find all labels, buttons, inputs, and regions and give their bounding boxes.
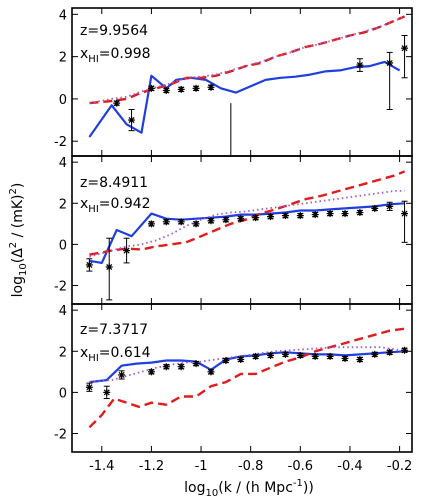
series-line-dashed	[89, 170, 406, 256]
y-tick-label: 0	[59, 238, 67, 253]
data-point	[296, 212, 304, 220]
data-point	[356, 356, 364, 363]
data-point	[371, 204, 379, 212]
data-point	[207, 217, 215, 225]
data-point	[341, 210, 349, 218]
data-point	[267, 351, 275, 359]
data-point	[113, 99, 121, 107]
panel-2-y-ticks: 4 2 0 -2	[54, 156, 412, 304]
x-tick-label: -0.2	[387, 459, 412, 474]
data-point	[162, 86, 170, 94]
data-point	[207, 368, 215, 376]
x-axis-title: log10(k / (h Mpc-1))	[184, 478, 314, 499]
data-point	[341, 354, 349, 362]
data-point	[326, 210, 334, 218]
panel-3-plot-area	[85, 327, 409, 429]
series-line-solid	[88, 60, 401, 138]
data-point	[222, 216, 230, 224]
panel-3-frame	[71, 303, 413, 453]
data-point	[207, 83, 215, 91]
panel-1-redshift-label: z=9.9564	[80, 23, 148, 39]
data-point	[177, 85, 185, 93]
data-point	[192, 360, 200, 368]
series-line-solid	[89, 350, 405, 384]
panel-2-xhi-label: xHI=0.942	[80, 196, 151, 215]
data-point	[147, 84, 155, 92]
y-tick-label: 4	[59, 156, 67, 171]
data-point	[147, 368, 155, 376]
panel-3: 4 2 0 -2 z=7.3717 xHI=0.614	[54, 303, 413, 453]
series-line-solid	[89, 202, 405, 264]
data-point	[386, 59, 394, 67]
data-point	[128, 116, 136, 124]
series-line-dotted	[89, 189, 405, 258]
data-point	[311, 352, 319, 360]
data-point	[85, 261, 93, 269]
data-point	[222, 357, 230, 365]
y-tick-label: 2	[59, 197, 67, 212]
data-point	[192, 84, 200, 92]
panel-1: 4 2 0 -2 z=9.9564 xHI=0.998	[54, 7, 413, 157]
x-tick-label: -1.4	[89, 459, 114, 474]
data-point	[356, 61, 364, 69]
y-tick-label: 4	[59, 8, 67, 23]
x-tick-label: -0.8	[238, 459, 263, 474]
y-tick-label: 0	[59, 93, 67, 108]
data-point	[177, 218, 185, 226]
data-point	[123, 247, 131, 255]
data-point	[386, 348, 394, 356]
panel-1-plot-area	[88, 15, 409, 156]
y-tick-label: 4	[59, 304, 67, 319]
data-point	[237, 356, 245, 363]
x-tick-label: -0.6	[288, 459, 313, 474]
x-axis-ticks: -1.4 -1.2 -1 -0.8 -0.6 -0.4 -0.2	[89, 459, 412, 474]
panel-3-y-ticks: 4 2 0 -2	[54, 304, 412, 452]
panel-2: 4 2 0 -2 z=8.4911 xHI=0.942	[54, 155, 413, 305]
data-point	[401, 44, 409, 52]
data-point	[162, 363, 170, 371]
data-point	[85, 383, 93, 391]
x-tick-label: -0.4	[337, 459, 362, 474]
data-point	[311, 211, 319, 219]
panel-2-redshift-label: z=8.4911	[80, 175, 148, 191]
x-tick-label: -1	[195, 459, 208, 474]
data-point	[296, 351, 304, 359]
panel-2-plot-area	[85, 170, 409, 301]
y-tick-label: 0	[59, 386, 67, 401]
data-point	[252, 214, 260, 222]
data-point	[371, 350, 379, 358]
data-point	[281, 212, 289, 220]
y-tick-label: -2	[54, 428, 67, 443]
data-point	[105, 263, 113, 271]
data-point	[401, 210, 409, 218]
panel-1-xhi-label: xHI=0.998	[80, 46, 151, 65]
data-point	[192, 220, 200, 228]
data-point	[147, 220, 155, 228]
data-point	[401, 346, 409, 354]
data-point	[326, 352, 334, 360]
data-point	[177, 363, 185, 371]
y-axis-title: log10(Δ2 / (mK)2)	[8, 183, 29, 298]
y-tick-label: 2	[59, 345, 67, 360]
y-tick-label: -2	[54, 135, 67, 150]
panel-3-redshift-label: z=7.3717	[80, 322, 148, 338]
panel-3-xhi-label: xHI=0.614	[80, 345, 151, 364]
data-point	[356, 209, 364, 217]
data-point	[103, 388, 111, 396]
panel-1-y-ticks: 4 2 0 -2	[54, 8, 412, 156]
series-line-dashed	[88, 327, 405, 429]
data-point	[252, 352, 260, 360]
y-tick-label: 2	[59, 51, 67, 66]
data-point	[267, 213, 275, 221]
data-point	[237, 215, 245, 223]
data-point	[162, 218, 170, 226]
data-point	[118, 371, 126, 379]
data-point	[386, 202, 394, 210]
x-tick-label: -1.2	[139, 459, 164, 474]
y-tick-label: -2	[54, 280, 67, 295]
data-point	[281, 350, 289, 358]
